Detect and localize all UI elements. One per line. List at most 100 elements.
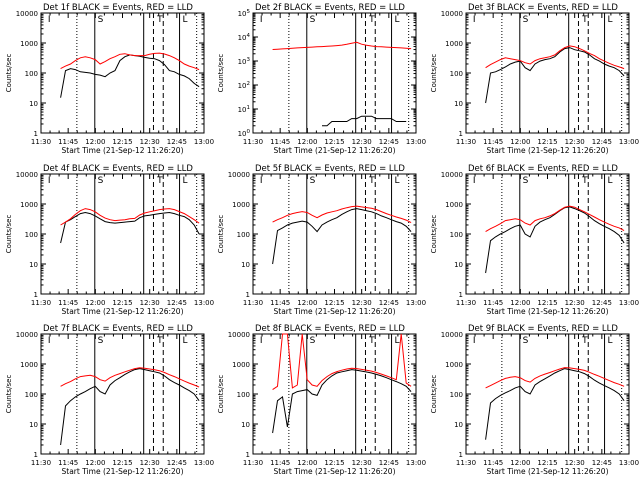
y-tick-label: 10000	[16, 171, 38, 179]
x-tick-label: 13:00	[619, 299, 639, 307]
x-tick-label: 12:15	[324, 299, 344, 307]
y-tick-label: 10	[29, 421, 38, 429]
x-tick-label: 12:45	[592, 459, 612, 467]
x-tick-label: 12:45	[167, 299, 187, 307]
y-tick-label: 1000	[445, 201, 463, 209]
series-line-black	[485, 206, 625, 274]
x-tick-label: 11:30	[456, 459, 476, 467]
y-tick-label: 1000	[445, 40, 463, 48]
y-axis-label: Counts/sec	[217, 215, 225, 254]
x-tick-label: 11:30	[31, 138, 51, 146]
x-axis-label: Start Time (21-Sep-12 11:26:20)	[274, 467, 396, 476]
x-axis-label: Start Time (21-Sep-12 11:26:20)	[62, 146, 184, 155]
interval-marker-T: T	[156, 176, 163, 186]
series-line-black	[60, 368, 200, 446]
interval-marker-T: T	[581, 176, 588, 186]
x-tick-label: 13:00	[619, 459, 639, 467]
interval-marker-L: L	[183, 15, 188, 25]
x-tick-label: 12:30	[140, 138, 160, 146]
y-tick-label: 100	[450, 231, 463, 239]
interval-marker-I: I	[260, 15, 263, 25]
chart-panel-9: Det 9f BLACK = Events, RED = LLD 1 10 100 10…	[430, 324, 639, 476]
x-tick-label: 13:00	[619, 138, 639, 146]
x-tick-label: 11:30	[31, 299, 51, 307]
series-line-red	[272, 333, 412, 391]
chart-panel-5: Det 5f BLACK = Events, RED = LLD 1 10 100 10…	[217, 164, 426, 316]
y-tick-label: 1	[459, 451, 463, 459]
y-tick-label: 100	[237, 391, 250, 399]
series-line-red	[485, 205, 625, 233]
series-line-black	[60, 54, 200, 98]
x-tick-label: 11:30	[31, 459, 51, 467]
interval-marker-I: I	[473, 336, 476, 346]
x-tick-label: 12:30	[565, 459, 585, 467]
interval-marker-S: S	[98, 176, 104, 186]
x-tick-label: 12:45	[379, 299, 399, 307]
chart-panel-7: Det 7f BLACK = Events, RED = LLD 1 10 100 10…	[5, 324, 214, 476]
chart-panel-3: Det 3f BLACK = Events, RED = LLD 1 10 100 10…	[430, 3, 639, 155]
y-tick-label: 103	[238, 57, 251, 66]
chart-title: Det 4f BLACK = Events, RED = LLD	[43, 164, 193, 174]
x-tick-label: 12:15	[537, 459, 557, 467]
series-line-red	[485, 367, 625, 389]
y-tick-label: 100	[25, 231, 38, 239]
chart-panel-6: Det 6f BLACK = Events, RED = LLD 1 10 100 10…	[430, 164, 639, 316]
series-line-red	[272, 205, 412, 224]
x-tick-label: 11:30	[243, 299, 263, 307]
x-tick-label: 12:45	[379, 138, 399, 146]
x-tick-label: 12:00	[85, 138, 105, 146]
y-tick-label: 10	[29, 261, 38, 269]
x-tick-label: 12:00	[510, 459, 530, 467]
interval-marker-T: T	[368, 15, 375, 25]
y-tick-label: 100	[450, 70, 463, 78]
x-tick-label: 12:30	[352, 299, 372, 307]
x-tick-label: 12:45	[167, 459, 187, 467]
y-axis-label: Counts/sec	[217, 375, 225, 414]
x-axis-label: Start Time (21-Sep-12 11:26:20)	[274, 146, 396, 155]
x-tick-label: 11:30	[456, 299, 476, 307]
series-line-red	[485, 45, 625, 70]
y-axis-label: Counts/sec	[217, 54, 225, 93]
y-tick-label: 10	[454, 100, 463, 108]
interval-marker-S: S	[310, 336, 316, 346]
interval-marker-S: S	[310, 176, 316, 186]
chart-title: Det 8f BLACK = Events, RED = LLD	[255, 324, 405, 334]
interval-marker-S: S	[523, 15, 529, 25]
interval-marker-T: T	[368, 176, 375, 186]
x-tick-label: 12:30	[565, 138, 585, 146]
series-line-red	[60, 367, 200, 388]
y-tick-label: 1	[459, 291, 463, 299]
series-line-black	[272, 208, 412, 265]
x-tick-label: 13:00	[406, 138, 426, 146]
x-tick-label: 13:00	[406, 299, 426, 307]
chart-panel-4: Det 4f BLACK = Events, RED = LLD 1 10 100 10…	[5, 164, 214, 316]
x-tick-label: 12:30	[352, 459, 372, 467]
x-tick-label: 12:45	[167, 138, 187, 146]
series-line-black	[272, 369, 412, 434]
y-axis-label: Counts/sec	[430, 54, 438, 93]
chart-panel-2: Det 2f BLACK = Events, RED = LLD 100 101 10…	[217, 3, 426, 155]
x-tick-label: 13:00	[194, 459, 214, 467]
x-tick-label: 12:30	[565, 299, 585, 307]
x-tick-label: 12:00	[297, 138, 317, 146]
x-tick-label: 12:45	[592, 299, 612, 307]
x-tick-label: 12:00	[85, 299, 105, 307]
y-tick-label: 10000	[441, 171, 463, 179]
y-tick-label: 100	[450, 391, 463, 399]
series-line-black	[485, 368, 625, 440]
interval-marker-L: L	[395, 336, 400, 346]
x-tick-label: 13:00	[194, 138, 214, 146]
chart-title: Det 5f BLACK = Events, RED = LLD	[255, 164, 405, 174]
x-tick-label: 12:00	[297, 299, 317, 307]
x-tick-label: 11:45	[270, 459, 290, 467]
chart-panel-8: Det 8f BLACK = Events, RED = LLD 1 10 100 10…	[217, 324, 426, 476]
x-axis-label: Start Time (21-Sep-12 11:26:20)	[487, 146, 609, 155]
y-tick-label: 100	[238, 129, 251, 138]
y-tick-label: 10	[241, 261, 250, 269]
x-tick-label: 12:00	[510, 138, 530, 146]
interval-marker-L: L	[608, 15, 613, 25]
series-line-black	[485, 47, 625, 104]
x-tick-label: 11:45	[58, 138, 78, 146]
chart-title: Det 2f BLACK = Events, RED = LLD	[255, 3, 405, 13]
y-tick-label: 10	[454, 261, 463, 269]
